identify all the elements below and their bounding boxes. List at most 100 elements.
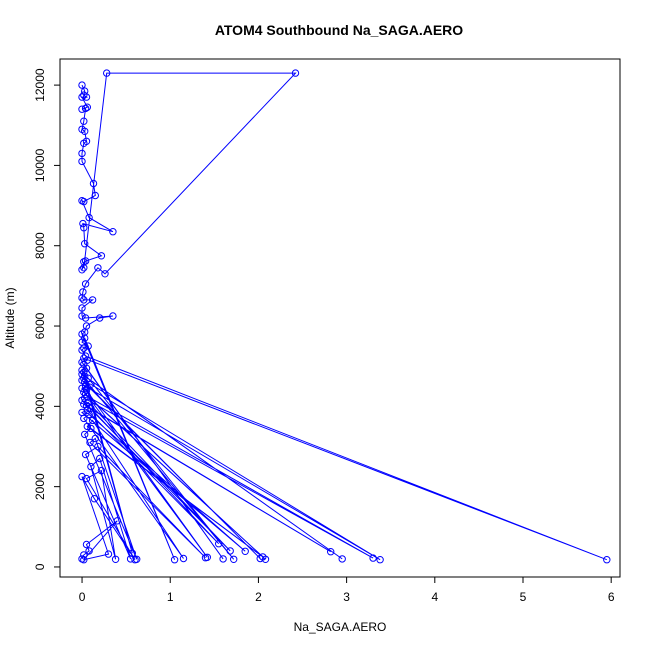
data-point: [111, 555, 120, 563]
x-tick-label: 1: [167, 590, 174, 604]
data-point: [78, 81, 86, 89]
data-point: [113, 517, 122, 525]
data-point: [85, 547, 93, 555]
data-point: [241, 547, 249, 555]
data-point: [109, 312, 117, 320]
data-point: [179, 554, 188, 563]
data-point: [97, 252, 106, 260]
data-point: [369, 554, 377, 562]
y-axis-title: Altitude (m): [3, 287, 17, 348]
series-line: [81, 72, 607, 561]
data-point: [91, 191, 100, 200]
data-point: [80, 344, 88, 352]
data-point: [80, 224, 88, 232]
data-point: [82, 402, 91, 410]
y-tick-label: 4000: [33, 393, 47, 420]
data-point: [94, 442, 102, 451]
data-point: [97, 466, 106, 475]
data-point: [85, 213, 93, 222]
data-point: [96, 314, 104, 322]
data-point: [91, 434, 100, 443]
data-point: [82, 93, 91, 101]
data-point: [88, 296, 97, 304]
data-point: [259, 553, 267, 561]
data-point: [78, 346, 86, 354]
data-point: [82, 474, 91, 483]
data-point: [78, 304, 86, 312]
data-point: [78, 149, 86, 158]
data-point: [88, 416, 97, 425]
data-point: [80, 551, 88, 559]
data-point: [81, 240, 89, 248]
data-point: [215, 540, 223, 548]
data-point: [80, 117, 88, 125]
x-tick-label: 5: [520, 590, 527, 604]
y-tick-label: 10000: [33, 148, 47, 182]
x-tick-label: 3: [343, 590, 350, 604]
x-axis: 0 1 2 3 4 5 6: [79, 577, 615, 604]
y-tick-label: 0: [33, 563, 47, 570]
x-tick-label: 2: [255, 590, 262, 604]
data-point: [78, 294, 86, 302]
data-point: [126, 555, 135, 563]
data-point: [87, 462, 95, 471]
data-point: [104, 550, 113, 558]
data-point: [80, 139, 88, 148]
data-point: [338, 555, 346, 563]
data-point: [376, 556, 384, 564]
data-point: [103, 69, 111, 77]
data-point: [603, 556, 611, 564]
data-point: [101, 270, 109, 278]
data-point: [89, 179, 98, 188]
data-point: [90, 495, 99, 503]
data-point: [81, 104, 90, 113]
y-tick-label: 8000: [33, 232, 47, 259]
x-axis-title: Na_SAGA.AERO: [294, 620, 387, 634]
data-point: [131, 556, 139, 564]
data-point: [94, 264, 102, 272]
data-point: [327, 548, 335, 556]
data-point: [81, 314, 90, 322]
data-point: [78, 93, 86, 101]
data-point: [81, 430, 89, 439]
data-point: [109, 228, 117, 236]
data-point: [86, 438, 94, 447]
data-point: [78, 312, 86, 320]
data-point: [78, 157, 86, 166]
plot-frame: [59, 58, 621, 578]
data-point: [291, 69, 300, 77]
y-tick-label: 6000: [33, 312, 47, 339]
data-point: [170, 556, 179, 564]
data-point: [79, 219, 87, 228]
y-tick-label: 12000: [33, 68, 47, 102]
data-point: [81, 450, 90, 459]
data-point: [84, 342, 92, 350]
data-point: [80, 414, 88, 423]
data-point: [83, 422, 92, 431]
data-point: [82, 540, 91, 549]
data-point: [85, 410, 93, 419]
data-point: [81, 390, 90, 398]
data-point: [201, 554, 210, 562]
y-axis: 0 2000 4000 6000 8000 10000 12000: [33, 68, 60, 570]
data-point: [81, 280, 90, 288]
data-point: [78, 555, 86, 563]
data-point: [78, 384, 86, 392]
y-tick-label: 2000: [33, 473, 47, 500]
data-point: [78, 366, 86, 374]
chart-title: ATOM4 Southbound Na_SAGA.AERO: [215, 22, 463, 38]
x-tick-label: 0: [79, 590, 86, 604]
data-point: [84, 398, 92, 406]
data-point: [96, 454, 104, 463]
x-tick-label: 6: [608, 590, 615, 604]
data-point: [78, 358, 86, 366]
data-point: [87, 424, 95, 433]
x-tick-label: 4: [431, 590, 438, 604]
data-point: [78, 472, 86, 481]
data-point: [80, 264, 88, 272]
data-point: [230, 555, 238, 563]
data-point: [78, 266, 86, 274]
data-point: [78, 105, 86, 113]
data-point: [78, 197, 86, 205]
